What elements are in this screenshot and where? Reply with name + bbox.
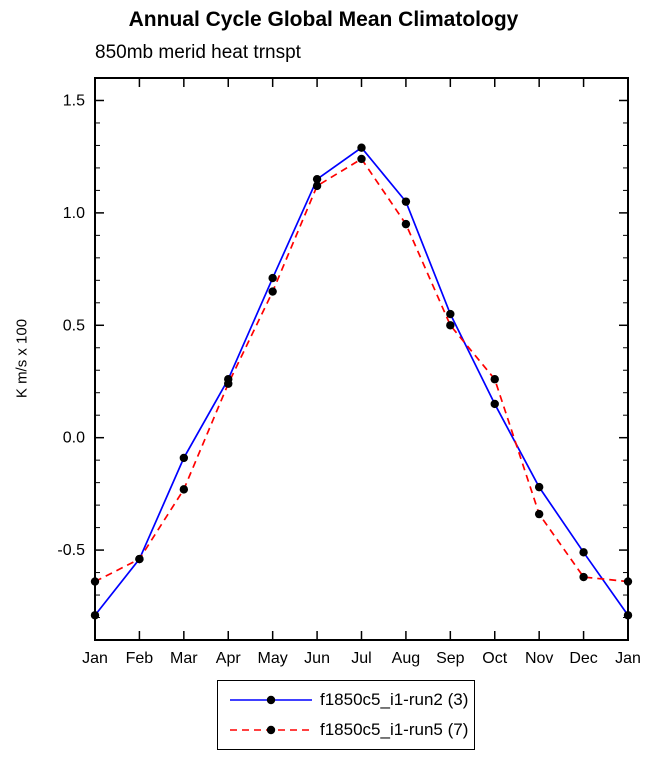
svg-text:Jun: Jun [304, 650, 330, 667]
legend-box: f1850c5_i1-run2 (3) f1850c5_i1-run5 (7) [217, 680, 475, 750]
legend-line-run5 [230, 725, 312, 735]
svg-text:Mar: Mar [170, 650, 198, 667]
svg-text:Oct: Oct [482, 650, 507, 667]
plot-area: Jan Feb Mar Apr May Jun Jul Aug Sep Oct Nov Dec Jan -… [57, 77, 641, 667]
legend-entry: f1850c5_i1-run2 (3) [228, 687, 474, 713]
svg-text:Aug: Aug [392, 650, 420, 667]
svg-text:1.5: 1.5 [63, 92, 85, 109]
svg-text:Dec: Dec [569, 650, 597, 667]
svg-text:Feb: Feb [126, 650, 154, 667]
svg-text:0.5: 0.5 [63, 317, 85, 334]
svg-text:Jan: Jan [615, 650, 641, 667]
legend-entry: f1850c5_i1-run5 (7) [228, 717, 474, 743]
svg-text:Jan: Jan [82, 650, 108, 667]
svg-text:Jul: Jul [351, 650, 371, 667]
svg-text:Sep: Sep [436, 650, 465, 667]
legend-line-run2 [230, 695, 312, 705]
legend-label-run5: f1850c5_i1-run5 (7) [320, 720, 469, 739]
legend-label-run2: f1850c5_i1-run2 (3) [320, 690, 469, 709]
chart-subtitle: 850mb merid heat trnspt [95, 42, 301, 63]
svg-text:-0.5: -0.5 [57, 542, 85, 559]
svg-text:1.0: 1.0 [63, 205, 85, 222]
svg-text:Apr: Apr [216, 650, 242, 667]
svg-text:May: May [258, 650, 288, 667]
chart-title: Annual Cycle Global Mean Climatology [128, 8, 519, 31]
svg-text:0.0: 0.0 [63, 430, 85, 447]
svg-text:Nov: Nov [525, 650, 553, 667]
